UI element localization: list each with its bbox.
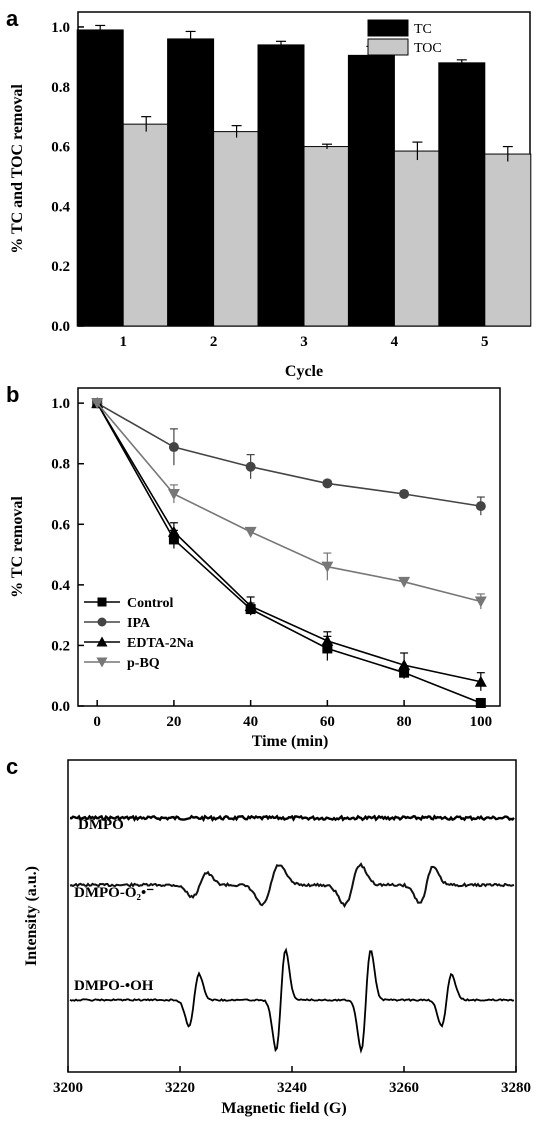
panel-a-legend-swatch-toc — [367, 38, 409, 56]
panel-a-y-tick-label: 0.4 — [51, 199, 70, 215]
panel-b-legend-label-edta-2na: EDTA-2Na — [127, 636, 194, 651]
panel-b-point-edta-2na — [474, 675, 487, 687]
panel-a-y-axis-label: % TC and TOC removal — [9, 84, 26, 254]
panel-a-x-tick-label: 5 — [481, 334, 489, 350]
panel-b-x-tick-label: 20 — [166, 714, 181, 730]
panel-a-legend-label-toc: TOC — [414, 41, 442, 56]
panel-a-bar-tc — [438, 62, 486, 327]
panel-b-x-tick-label: 60 — [320, 714, 335, 730]
panel-a-bar-chart: a 0.0 0.2 0.4 0.6 0.8 1.0 1 2 3 4 5 TC TOC Cycle %… — [6, 6, 532, 380]
panel-c-epr-spectra: c 3200 3220 3240 3260 3280 DMPO DMPO-O₂•⁻ DM… — [6, 754, 531, 1117]
panel-a-bar-toc — [393, 150, 441, 327]
panel-b-y-tick-label: 0.6 — [51, 517, 70, 533]
panel-b-y-tick-label: 0.4 — [51, 578, 70, 594]
panel-b-point-edta-2na — [398, 659, 411, 671]
panel-c-x-tick-label: 3240 — [277, 1080, 307, 1096]
panel-b-legend-marker-control — [97, 597, 107, 607]
panel-a-y-tick-label: 0.6 — [51, 140, 70, 156]
panel-b-point-p-bq — [167, 489, 180, 500]
panel-b-point-p-bq — [244, 526, 257, 538]
panel-a-y-tick-label: 1.0 — [51, 20, 70, 36]
panel-b-x-ticks: 0 20 40 60 80 100 — [93, 700, 492, 730]
panel-c-x-tick-label: 3200 — [53, 1080, 83, 1096]
panel-b-point-p-bq — [398, 576, 411, 588]
panel-a-letter: a — [6, 6, 19, 31]
panel-b-point-edta-2na — [244, 600, 257, 612]
panel-b-series-line-control — [96, 402, 482, 704]
panel-c-x-tick-label: 3280 — [501, 1080, 531, 1096]
panel-b-legend-label-control: Control — [127, 596, 174, 611]
panel-c-letter: c — [6, 754, 18, 779]
panel-b-line-chart: b 0.0 0.2 0.4 0.6 0.8 1.0 0 20 40 60 80 100 Contro… — [6, 382, 501, 750]
panel-a-x-tick-label: 2 — [210, 334, 218, 350]
panel-c-x-tick-label: 3260 — [389, 1080, 419, 1096]
panel-a-y-tick-label: 0.8 — [51, 80, 70, 96]
panel-b-legend-label-ipa: IPA — [127, 616, 151, 631]
panel-c-frame — [67, 759, 517, 1073]
panel-a-x-tick-label: 3 — [300, 334, 308, 350]
panel-b-x-axis-label: Time (min) — [252, 733, 329, 750]
panel-a-legend-label-tc: TC — [414, 22, 432, 37]
panel-b-point-ipa — [168, 442, 179, 453]
panel-b-point-ipa — [475, 501, 486, 512]
panel-b-y-ticks: 0.0 0.2 0.4 0.6 0.8 1.0 — [51, 396, 84, 715]
panel-a-x-axis-label: Cycle — [285, 363, 323, 380]
panel-b-point-p-bq — [91, 398, 104, 410]
panel-b-x-tick-label: 0 — [93, 714, 101, 730]
panel-b-point-edta-2na — [167, 525, 180, 537]
panel-a-legend-swatch-tc — [367, 19, 409, 37]
panel-c-series-label-oh: DMPO-•OH — [74, 978, 154, 994]
panel-a-bar-toc — [122, 123, 170, 327]
panel-a-bar-toc — [303, 146, 351, 327]
panel-b-x-tick-label: 80 — [397, 714, 412, 730]
panel-b-series-line-p-bq — [96, 402, 482, 603]
panel-b-point-ipa — [322, 478, 333, 489]
panel-c-x-axis-label: Magnetic field (G) — [221, 1100, 346, 1117]
panel-a-bar-tc — [167, 38, 215, 327]
panel-b-point-edta-2na — [321, 634, 334, 646]
panel-b-point-p-bq — [474, 596, 487, 608]
panel-b-legend-marker-edta-2na — [96, 636, 108, 647]
panel-a-y-tick-label: 0.0 — [51, 319, 70, 335]
panel-b-series-line-edta-2na — [96, 402, 481, 683]
panel-b-legend-marker-ipa — [97, 617, 107, 627]
panel-a-bar-tc — [257, 44, 305, 327]
panel-b-letter: b — [6, 382, 19, 407]
panel-a-y-tick-label: 0.2 — [51, 259, 70, 275]
panel-a-bars — [76, 24, 532, 327]
panel-b-y-tick-label: 1.0 — [51, 396, 70, 412]
panel-b-x-tick-label: 40 — [243, 714, 258, 730]
panel-a-bar-tc — [347, 54, 395, 327]
panel-b-frame — [77, 387, 501, 707]
panel-b-legend-label-p-bq: p-BQ — [127, 656, 160, 671]
panel-b-point-p-bq — [321, 561, 334, 573]
panel-a-x-tick-label: 4 — [391, 334, 399, 350]
panel-b-x-tick-label: 100 — [470, 714, 493, 730]
panel-c-x-ticks: 3200 3220 3240 3260 3280 — [53, 1066, 531, 1096]
panel-b-legend: Control IPA EDTA-2Na p-BQ — [84, 596, 194, 671]
panel-b-point-ipa — [245, 461, 256, 472]
panel-b-point-ipa — [399, 489, 410, 499]
panel-c-trace-dmpo — [69, 814, 515, 823]
panel-b-y-axis-label: % TC removal — [9, 496, 26, 598]
panel-a-bar-toc — [484, 153, 532, 327]
panel-a-bar-tc — [76, 29, 124, 327]
panel-b-point-control — [475, 697, 486, 708]
panel-a-bar-toc — [213, 131, 261, 327]
panel-b-series-line-ipa — [96, 402, 481, 507]
panel-c-x-tick-label: 3220 — [165, 1080, 195, 1096]
panel-c-series-label-dmpo: DMPO — [78, 817, 124, 833]
panel-a-legend: TC TOC — [367, 19, 442, 56]
panel-b-series — [91, 397, 487, 708]
panel-c-series-label-o2: DMPO-O₂•⁻ — [74, 885, 154, 901]
panel-b-y-tick-label: 0.8 — [51, 457, 70, 473]
panel-b-y-tick-label: 0.0 — [51, 699, 70, 715]
panel-b-legend-marker-p-bq — [96, 657, 108, 668]
panel-c-trace-oh — [69, 947, 515, 1054]
panel-c-trace-o2 — [69, 862, 515, 909]
panel-b-y-tick-label: 0.2 — [51, 638, 70, 654]
panel-a-x-tick-label: 1 — [119, 334, 127, 350]
panel-c-y-axis-label: Intensity (a.u.) — [23, 866, 40, 966]
